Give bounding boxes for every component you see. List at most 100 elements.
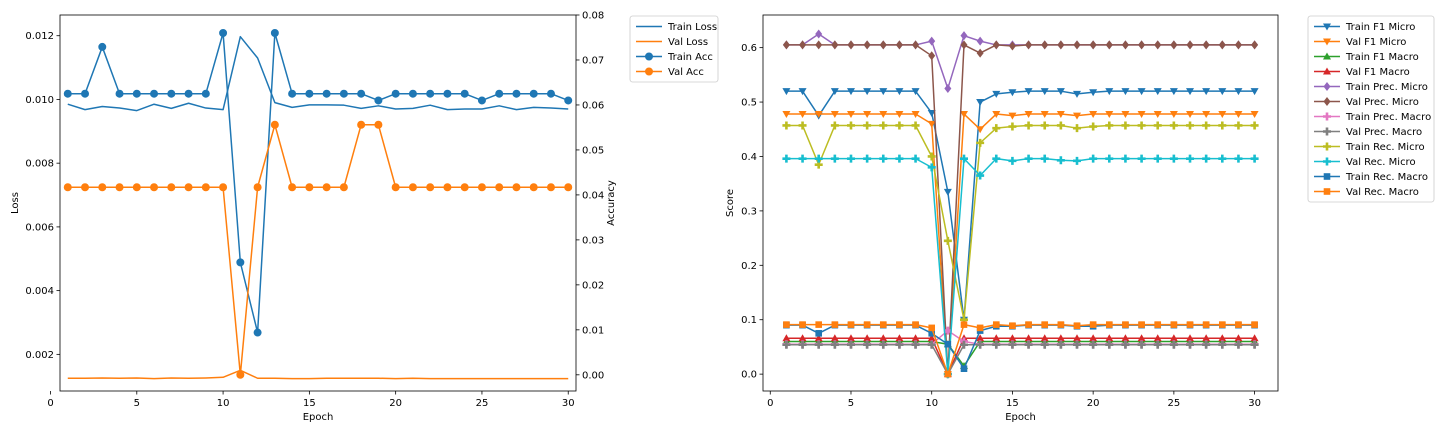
data-point-val-prec-micro: [1041, 40, 1049, 50]
data-point-val-f1-macro: [879, 334, 888, 342]
data-point-val-rec-micro: [1105, 154, 1114, 163]
data-point-val-prec-micro: [1121, 40, 1129, 50]
data-point-val-f1-macro: [1169, 334, 1178, 342]
x-tick-label: 25: [1168, 398, 1181, 409]
data-point-val-rec-micro: [798, 154, 807, 163]
data-point-train-rec-micro: [1105, 121, 1114, 130]
data-point-val-f1-micro: [1056, 111, 1065, 119]
data-point-val-rec-macro: [1009, 322, 1016, 330]
data-point-val-prec-micro: [1234, 40, 1242, 50]
data-point-val-f1-micro: [1008, 112, 1017, 120]
data-point-val-acc: [339, 183, 348, 192]
legend-label-val-prec-macro: Val Prec. Macro: [1346, 127, 1422, 138]
data-point-val-rec-macro: [1138, 321, 1145, 328]
legend-marker-val-rec-macro: [1323, 188, 1331, 195]
x-tick-label: 0: [47, 398, 53, 409]
data-point-train-acc: [460, 89, 469, 98]
data-point-val-prec-micro: [1073, 40, 1081, 50]
data-point-val-rec-micro: [1234, 154, 1243, 163]
data-point-train-rec-micro: [798, 121, 807, 130]
data-point-val-f1-macro: [1008, 334, 1017, 342]
data-point-train-prec-micro: [815, 29, 823, 39]
data-point-val-f1-macro: [1234, 334, 1243, 342]
data-point-val-prec-micro: [1186, 40, 1194, 50]
y-tick-label: 0.002: [25, 350, 54, 361]
data-point-val-f1-macro: [1186, 334, 1195, 342]
data-point-val-acc: [288, 183, 297, 192]
data-point-val-acc: [391, 183, 400, 192]
data-point-train-acc: [201, 89, 210, 98]
legend: Train F1 Micro Val F1 Micro Train F1 Macro…: [1307, 15, 1435, 203]
data-point-train-rec-micro: [1186, 121, 1195, 130]
data-point-val-prec-micro: [799, 40, 807, 50]
data-point-val-rec-micro: [959, 154, 968, 163]
data-point-val-f1-micro: [1234, 111, 1243, 119]
data-point-val-prec-macro: [927, 340, 936, 349]
legend-label-val-loss: Val Loss: [668, 37, 708, 48]
data-point-train-rec-micro: [1250, 121, 1259, 130]
data-point-val-rec-micro: [1218, 154, 1227, 163]
data-point-train-rec-macro: [960, 365, 968, 372]
data-point-val-prec-micro: [1202, 40, 1210, 50]
legend-marker-val-prec-micro: [1323, 97, 1331, 106]
data-point-val-acc: [408, 183, 417, 192]
data-point-train-rec-macro: [944, 340, 952, 348]
data-point-train-rec-micro: [1008, 122, 1017, 131]
y-tick-label: 0.008: [25, 159, 54, 170]
data-point-val-f1-macro: [1089, 334, 1098, 342]
data-point-train-f1-micro: [1008, 89, 1017, 97]
data-point-val-prec-macro: [879, 340, 888, 349]
data-point-val-f1-micro: [895, 111, 904, 119]
data-point-val-prec-macro: [814, 340, 823, 349]
data-point-val-prec-macro: [1089, 340, 1098, 349]
data-point-train-acc: [236, 258, 245, 267]
data-point-val-rec-macro: [799, 321, 806, 328]
y-tick-label: 0.1: [741, 315, 757, 326]
data-point-val-rec-micro: [1121, 154, 1130, 163]
data-point-val-f1-macro: [830, 334, 839, 342]
data-point-val-acc: [374, 120, 383, 129]
legend-label-train-rec-micro: Train Rec. Micro: [1345, 142, 1425, 153]
data-point-val-prec-macro: [1008, 340, 1017, 349]
data-point-train-prec-micro: [928, 36, 936, 46]
data-point-val-f1-micro: [1105, 111, 1114, 119]
data-point-train-acc: [132, 89, 141, 98]
data-point-train-acc: [98, 42, 107, 51]
legend-label-train-prec-micro: Train Prec. Micro: [1345, 82, 1428, 93]
data-point-val-rec-micro: [863, 154, 872, 163]
data-point-val-rec-macro: [847, 321, 855, 328]
data-point-val-rec-macro: [815, 321, 822, 328]
data-point-train-rec-micro: [1089, 122, 1098, 131]
data-point-val-f1-macro: [1105, 334, 1114, 342]
data-point-train-rec-micro: [846, 121, 855, 130]
data-point-val-prec-macro: [1153, 340, 1162, 349]
data-point-val-rec-micro: [1250, 154, 1259, 163]
data-point-val-acc: [167, 183, 176, 192]
legend-marker-val-prec-macro: [1323, 127, 1331, 136]
data-point-train-f1-micro: [782, 88, 791, 96]
data-point-val-prec-micro: [1089, 40, 1097, 50]
data-point-val-f1-macro: [1202, 334, 1211, 342]
data-point-train-rec-macro: [815, 330, 822, 337]
data-point-val-prec-macro: [830, 340, 839, 349]
data-point-val-rec-micro: [1008, 156, 1017, 165]
data-point-val-f1-micro: [782, 111, 791, 119]
data-point-train-rec-micro: [1169, 121, 1178, 130]
legend-label-train-acc: Train Acc: [667, 52, 713, 63]
legend-marker-train-acc: [645, 52, 653, 61]
series-line-train-f1-macro: [786, 340, 1255, 367]
data-point-val-prec-micro: [879, 40, 887, 50]
plot-frame: [59, 14, 577, 392]
legend-marker-val-acc: [645, 67, 653, 76]
data-point-val-prec-macro: [1234, 340, 1243, 349]
y-tick-label: 0.2: [741, 261, 757, 272]
data-point-val-prec-macro: [959, 340, 968, 349]
data-point-val-f1-micro: [846, 111, 855, 119]
data-point-val-prec-macro: [1056, 340, 1065, 349]
data-point-val-prec-micro: [895, 40, 903, 50]
data-point-train-rec-micro: [976, 138, 985, 147]
data-point-train-f1-micro: [1056, 88, 1065, 96]
data-point-val-rec-micro: [1153, 154, 1162, 163]
data-point-train-rec-micro: [1153, 121, 1162, 130]
